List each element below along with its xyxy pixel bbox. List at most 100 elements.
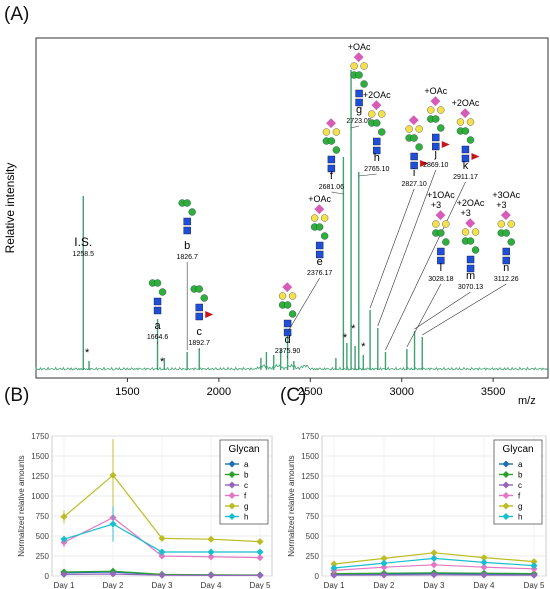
modification-label: +3 xyxy=(496,200,506,210)
leader-line xyxy=(287,277,320,333)
x-tick-label: Day 5 xyxy=(250,581,271,589)
spectrum-baseline xyxy=(35,363,548,371)
y-axis-label: Relative intensity xyxy=(3,163,17,254)
galactose-icon xyxy=(456,118,465,126)
glcnac-icon xyxy=(432,133,440,142)
data-point-c xyxy=(480,571,488,579)
legend-marker-b xyxy=(502,470,510,479)
modification-label: +1OAc xyxy=(427,190,455,200)
mannose-icon xyxy=(320,232,329,240)
mannose-icon xyxy=(432,115,440,123)
data-point-g xyxy=(330,560,338,568)
galactose-icon xyxy=(320,214,329,222)
peak-letter-label: d xyxy=(285,334,291,346)
y-tick-label: 1500 xyxy=(31,452,49,461)
data-point-h xyxy=(60,535,68,543)
modification-label: +OAc xyxy=(424,86,447,96)
legend-marker-c xyxy=(228,481,236,489)
data-point-f xyxy=(207,553,215,561)
legend-marker-h xyxy=(502,512,510,521)
peak-mz-label: 1826.7 xyxy=(176,254,198,261)
glcnac-icon xyxy=(437,256,445,265)
galactose-icon xyxy=(310,214,319,222)
mannose-icon xyxy=(153,279,162,287)
mannose-icon xyxy=(466,136,475,144)
galactose-icon xyxy=(415,125,423,133)
sialic-acid-icon xyxy=(408,115,419,126)
galactose-icon xyxy=(288,292,297,300)
y-tick-label: 250 xyxy=(306,552,320,561)
peak-letter-label: a xyxy=(154,320,161,332)
peak-mz-label: 3112.26 xyxy=(494,276,519,283)
data-point-g xyxy=(109,471,117,479)
data-point-g xyxy=(530,558,538,566)
plot-frame xyxy=(35,37,549,379)
data-point-c xyxy=(380,571,388,579)
galactose-icon xyxy=(427,106,435,114)
glcnac-icon xyxy=(466,255,475,264)
mannose-icon xyxy=(437,124,445,132)
mannose-icon xyxy=(378,128,386,136)
peak-letter-label: e xyxy=(317,256,323,268)
x-tick-label: Day 3 xyxy=(152,581,173,589)
x-tick-label: Day 4 xyxy=(474,581,495,589)
glcnac-icon xyxy=(283,319,292,328)
data-point-f xyxy=(430,561,438,569)
y-tick-label: 1250 xyxy=(31,472,49,481)
peak-letter-label: I.S. xyxy=(74,235,92,249)
x-tick-label: Day 2 xyxy=(103,581,124,589)
mannose-icon xyxy=(332,146,341,154)
glcnac-icon xyxy=(373,146,381,155)
sialic-acid-icon xyxy=(460,108,471,119)
legend-title: Glycan xyxy=(502,444,533,455)
data-point-c xyxy=(430,571,438,579)
x-tick-label: Day 4 xyxy=(201,581,222,589)
glcnac-icon xyxy=(153,297,162,306)
data-point-h xyxy=(380,559,388,567)
peak-mz-label: 3028.18 xyxy=(428,276,453,283)
mannose-icon xyxy=(507,238,515,246)
data-point-h xyxy=(207,548,215,556)
legend-marker-f xyxy=(228,491,236,500)
galactose-icon xyxy=(405,125,413,133)
peak-mz-label: 2376.17 xyxy=(307,270,332,277)
legend-marker-c xyxy=(502,481,510,489)
peak-mz-label: 2869.10 xyxy=(423,162,448,169)
glcnac-icon xyxy=(153,306,162,315)
galactose-icon xyxy=(368,110,376,118)
galactose-icon xyxy=(442,220,450,228)
data-point-g xyxy=(60,513,68,521)
y-axis-label: Normalized relative amounts xyxy=(287,455,296,556)
panel-label-b: (B) xyxy=(4,385,30,406)
legend-title: Glycan xyxy=(228,444,259,455)
galactose-icon xyxy=(466,118,475,126)
y-tick-label: 0 xyxy=(315,572,320,581)
peak-letter-label: l xyxy=(440,262,442,274)
data-point-h xyxy=(109,520,117,528)
modification-label: +2OAc xyxy=(452,98,480,108)
y-tick-label: 1000 xyxy=(31,492,49,501)
galactose-icon xyxy=(437,106,445,114)
asterisk-marker: * xyxy=(351,323,356,335)
data-point-c xyxy=(207,571,215,579)
legend-marker-a xyxy=(228,460,236,468)
legend-label-a: a xyxy=(518,460,523,469)
data-point-g xyxy=(256,538,264,546)
y-tick-label: 500 xyxy=(306,532,320,541)
glcnac-icon xyxy=(432,142,440,151)
peak-letter-label: j xyxy=(434,148,437,160)
glcnac-icon xyxy=(315,241,324,250)
x-tick-label: 2500 xyxy=(298,386,322,398)
galactose-icon xyxy=(378,110,386,118)
legend-marker-f xyxy=(502,491,510,500)
mannose-icon xyxy=(195,285,203,293)
fucose-icon xyxy=(420,160,429,167)
x-tick-label: 2000 xyxy=(207,386,231,398)
glcnac-icon xyxy=(466,264,475,273)
leader-line xyxy=(377,169,437,327)
glcnac-icon xyxy=(410,161,418,170)
data-point-g xyxy=(430,549,438,557)
y-tick-label: 1750 xyxy=(31,432,49,441)
y-tick-label: 1750 xyxy=(301,432,319,441)
legend-box xyxy=(219,439,269,525)
